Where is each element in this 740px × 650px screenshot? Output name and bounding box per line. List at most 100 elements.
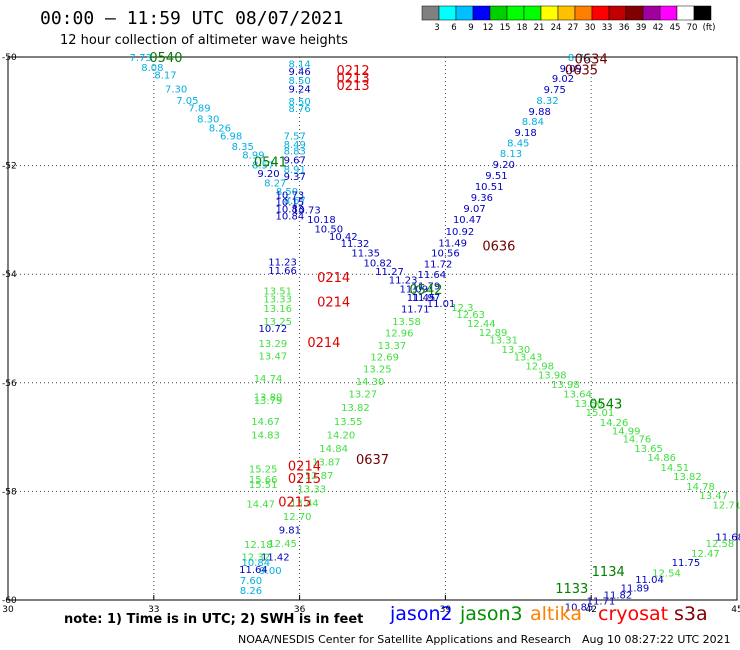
data-point-label: 12.58 [706, 539, 735, 550]
legend-altika: altika [530, 603, 582, 625]
data-point-label: 14.20 [327, 430, 356, 441]
y-tick-label: -54 [2, 270, 17, 280]
data-point-label: 8.57 [252, 161, 274, 172]
data-point-label: 11.66 [268, 266, 297, 277]
time-label: 0213 [337, 72, 370, 87]
color-scale-swatch [438, 5, 457, 21]
color-scale-label: 6 [451, 23, 456, 33]
color-scale-swatch [608, 5, 627, 21]
credit-timestamp: Aug 10 08:27:22 UTC 2021 [582, 633, 731, 646]
data-point-label: 10.72 [259, 324, 288, 335]
data-point-label: 12.96 [385, 328, 414, 339]
data-point-label: 12.45 [268, 539, 297, 550]
data-point-label: 10.84 [276, 212, 305, 223]
data-point-label: 11.79 [412, 282, 441, 293]
data-point-label: 12.54 [652, 568, 681, 579]
data-point-label: 9.24 [288, 84, 310, 95]
color-scale-swatch [421, 5, 440, 21]
data-point-label: 14.76 [623, 435, 652, 446]
data-point-label: 13.33 [263, 295, 292, 306]
data-point-label: 12.32 [242, 553, 271, 564]
legend-cryosat: cryosat [598, 603, 669, 625]
data-point-label: 10.47 [453, 215, 482, 226]
data-point-label: 13.87 [312, 458, 341, 469]
data-point-label: 9.67 [284, 156, 306, 167]
time-label: 0635 [565, 63, 598, 78]
data-point-label: 12.89 [479, 328, 508, 339]
data-point-label: 8.50 [276, 187, 298, 198]
color-scale-label: 18 [517, 23, 528, 33]
data-point-label: 12.87 [305, 471, 334, 482]
data-point-label: 11.89 [621, 584, 650, 595]
data-point-label: 10.73 [276, 190, 305, 201]
data-point-label: 13.43 [514, 353, 543, 364]
data-point-label: 11.23 [389, 276, 418, 287]
color-scale-label: 24 [551, 23, 562, 33]
time-label: 0634 [575, 53, 608, 68]
data-point-label: 11.49 [438, 239, 467, 250]
data-point-label: 7.73 [130, 53, 152, 64]
data-point-label: 7.05 [176, 96, 198, 107]
data-point-label: 13.37 [378, 341, 407, 352]
data-point-label: 8.17 [154, 70, 176, 81]
data-point-label: 8.83 [284, 146, 306, 157]
data-point-label: 12.98 [525, 361, 554, 372]
data-point-label: 14.30 [356, 377, 385, 388]
credit-text: NOAA/NESDIS Center for Satellite Applica… [238, 633, 572, 646]
data-point-label: 10.85 [565, 603, 594, 614]
y-tick-label: -60 [2, 596, 17, 606]
legend-s3a: s3a [674, 603, 708, 625]
data-point-label: 13.47 [699, 491, 728, 502]
data-point-label: 10.50 [314, 225, 343, 236]
color-scale-label: (ft) [703, 23, 716, 33]
data-point-label: 13.82 [673, 472, 702, 483]
data-point-label: 11.75 [672, 558, 701, 569]
time-label: 0636 [482, 239, 515, 254]
chart-subtitle: 12 hour collection of altimeter wave hei… [60, 33, 348, 48]
data-point-label: 13.98 [538, 371, 567, 382]
plot-frame [7, 56, 738, 601]
color-scale-label: 33 [602, 23, 613, 33]
color-scale-label: 27 [568, 23, 579, 33]
y-tick-label: -52 [2, 162, 17, 172]
data-point-label: 14.67 [251, 417, 280, 428]
data-point-label: 8.08 [141, 63, 163, 74]
y-tick-label: -56 [2, 379, 17, 389]
data-point-label: 13.25 [363, 365, 392, 376]
data-point-label: 13.51 [263, 286, 292, 297]
data-point-label: 11.68 [715, 532, 740, 543]
data-point-label: 11.82 [604, 591, 633, 602]
data-point-label: 11.04 [635, 575, 664, 586]
data-point-label: 12.47 [691, 549, 720, 560]
data-point-label: 12.18 [244, 540, 273, 551]
color-scale-swatch [472, 5, 491, 21]
data-point-label: 14.78 [686, 482, 715, 493]
data-point-label: 13.65 [634, 444, 663, 455]
data-point-label: 13.44 [290, 498, 319, 509]
data-point-label: 12.70 [283, 512, 312, 523]
data-point-label: 8.26 [240, 586, 262, 597]
data-point-label: 7.89 [188, 103, 210, 114]
y-tick-label: -50 [2, 53, 17, 63]
data-point-label: 14.74 [254, 374, 283, 385]
data-point-label: 8.45 [507, 138, 529, 149]
data-point-label: 12.3 [451, 303, 473, 314]
data-point-label: 11.09 [399, 284, 428, 295]
data-point-label: 9.02 [552, 74, 574, 85]
color-scale-label: 42 [653, 23, 664, 33]
time-label: 0214 [317, 295, 350, 310]
color-scale-swatch [489, 5, 508, 21]
data-point-label: 9.09 [560, 64, 582, 75]
time-label: 0540 [149, 51, 182, 66]
data-point-label: 15.01 [586, 408, 615, 419]
data-point-label: 14.86 [647, 453, 676, 464]
data-point-label: 12.71 [712, 500, 740, 511]
color-scale-label: 39 [636, 23, 647, 33]
data-point-label: 8.26 [209, 124, 231, 135]
data-point-label: 8.91 [284, 165, 306, 176]
color-scale-label: 36 [619, 23, 630, 33]
time-label: 1134 [592, 565, 625, 580]
color-scale-swatch [676, 5, 695, 21]
time-label: 0543 [589, 397, 622, 412]
data-point-label: 7.57 [284, 132, 306, 143]
